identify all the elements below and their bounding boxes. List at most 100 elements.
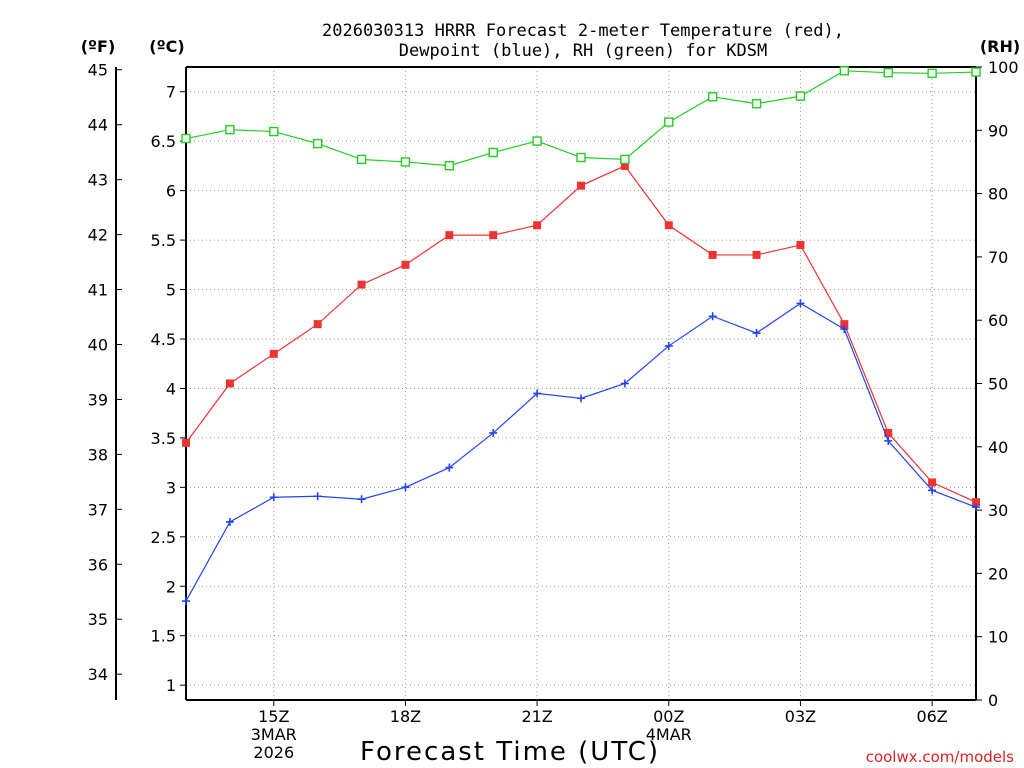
2-meter-temperature-point — [225, 379, 234, 388]
2-meter-temperature-point — [840, 320, 849, 329]
2-meter-temperature-point — [182, 438, 190, 447]
2-meter-temperature-point — [708, 250, 717, 259]
2-meter-temperature-point — [664, 221, 673, 230]
2-meter-temperature-point — [489, 231, 498, 240]
rh-tick-label: 10 — [988, 628, 1008, 647]
fahrenheit-tick-label: 40 — [88, 335, 108, 354]
rh-tick-label: 100 — [988, 58, 1019, 77]
x-tick-label: 4MAR — [646, 725, 692, 744]
dewpoint-point — [357, 495, 366, 504]
fahrenheit-tick-label: 42 — [88, 226, 108, 245]
gridlines — [186, 67, 976, 700]
celsius-unit-label: (ºC) — [149, 37, 184, 56]
celsius-tick-label: 6 — [166, 182, 176, 201]
celsius-tick-label: 4 — [166, 379, 176, 398]
rh-point — [532, 136, 542, 146]
rh-tick-label: 90 — [988, 121, 1008, 140]
rh-point — [664, 117, 674, 127]
dewpoint-point — [664, 341, 673, 350]
celsius-tick-label: 5.5 — [151, 231, 176, 250]
rh-tick-label: 70 — [988, 248, 1008, 267]
dewpoint-point — [884, 436, 893, 445]
rh-tick-label: 30 — [988, 501, 1008, 520]
dewpoint-point — [840, 325, 849, 334]
2-meter-temperature-point — [577, 181, 585, 190]
dewpoint-point — [796, 299, 805, 308]
fahrenheit-tick-label: 41 — [88, 281, 108, 300]
rh-point — [707, 92, 718, 102]
credit-link[interactable]: coolwx.com/models — [866, 748, 1014, 766]
celsius-tick-label: 6.5 — [151, 132, 176, 151]
rh-point — [576, 152, 586, 163]
2-meter-temperature-point — [928, 478, 937, 487]
rh-unit-label: (RH) — [980, 37, 1020, 56]
fahrenheit-tick-label: 37 — [88, 500, 108, 519]
celsius-tick-label: 1 — [166, 676, 176, 695]
x-tick-label: 03Z — [785, 707, 816, 726]
dewpoint-point — [182, 597, 190, 606]
fahrenheit-unit-label: (ºF) — [81, 37, 116, 56]
2-meter-temperature-point — [401, 260, 410, 269]
rh-point — [269, 126, 279, 137]
rh-point — [927, 68, 937, 79]
dewpoint-point — [708, 312, 717, 321]
rh-tick-label: 0 — [988, 691, 998, 710]
dewpoint-point — [313, 492, 322, 501]
dewpoint-point — [533, 389, 542, 398]
celsius-tick-label: 7 — [166, 83, 176, 102]
x-tick-label: 2026 — [253, 743, 294, 762]
rh-tick-label: 40 — [988, 438, 1008, 457]
rh-point — [883, 67, 893, 78]
celsius-tick-label: 2 — [166, 577, 176, 596]
chart-title-line2: Dewpoint (blue), RH (green) for KDSM — [399, 41, 767, 61]
2-meter-temperature-point — [269, 349, 278, 358]
rh-tick-label: 60 — [988, 311, 1008, 330]
dewpoint-point — [972, 503, 980, 512]
chart-title-line1: 2026030313 HRRR Forecast 2-meter Tempera… — [322, 21, 844, 41]
rh-tick-label: 50 — [988, 375, 1008, 394]
celsius-tick-label: 4.5 — [151, 330, 176, 349]
celsius-tick-label: 5 — [166, 281, 176, 300]
rh-point — [751, 99, 762, 109]
fahrenheit-tick-label: 36 — [88, 555, 108, 574]
fahrenheit-tick-label: 43 — [88, 171, 108, 190]
celsius-tick-label: 1.5 — [151, 627, 176, 646]
x-tick-label: 21Z — [521, 707, 552, 726]
x-tick-label: 15Z — [258, 707, 289, 726]
2-meter-temperature-point — [620, 161, 629, 170]
2-meter-temperature-point — [752, 250, 761, 259]
2-meter-temperature-point — [972, 498, 980, 507]
rh-point — [620, 154, 630, 165]
dewpoint-point — [401, 483, 410, 492]
2-meter-temperature-point — [796, 241, 805, 250]
dewpoint-point — [577, 394, 585, 403]
x-tick-label: 06Z — [916, 707, 947, 726]
dewpoint-point — [269, 493, 278, 502]
x-tick-label: 3MAR — [251, 725, 297, 744]
x-tick-label: 18Z — [390, 707, 421, 726]
fahrenheit-tick-label: 38 — [88, 445, 108, 464]
rh-point — [225, 124, 235, 135]
dewpoint-point — [225, 517, 234, 526]
fahrenheit-tick-label: 35 — [88, 610, 108, 629]
dewpoint-point — [928, 486, 937, 495]
fahrenheit-tick-label: 34 — [88, 665, 108, 684]
2-meter-temperature-point — [884, 428, 893, 437]
2-meter-temperature-point — [445, 231, 454, 240]
rh-tick-label: 20 — [988, 564, 1008, 583]
rh-point — [795, 91, 806, 101]
x-axis-label: Forecast Time (UTC) — [360, 737, 660, 767]
fahrenheit-tick-label: 44 — [88, 116, 108, 135]
rh-point — [356, 154, 367, 165]
celsius-tick-label: 2.5 — [151, 528, 176, 547]
rh-point — [839, 66, 850, 76]
2-meter-temperature-point — [357, 280, 366, 289]
2-meter-temperature-point — [533, 221, 542, 230]
rh-tick-label: 80 — [988, 185, 1008, 204]
rh-point — [488, 147, 498, 158]
2-meter-temperature-point — [313, 320, 322, 329]
rh-point — [400, 157, 411, 167]
